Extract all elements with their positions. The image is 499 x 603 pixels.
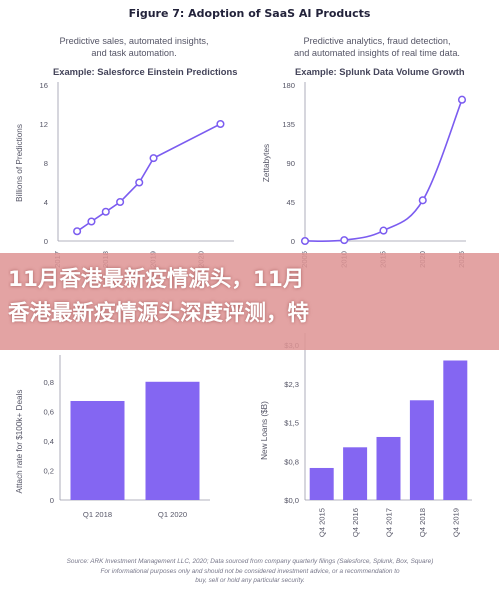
- einstein-y-tick-label: 12: [40, 120, 48, 129]
- splunk-data-point: [379, 226, 388, 235]
- loans-bar: [343, 447, 368, 500]
- einstein-y-tick-label: 16: [40, 81, 48, 90]
- splunk-line-chart: 0459013518020052010201520202025Zettabyte…: [262, 81, 467, 268]
- einstein-y-tick-label: 8: [44, 159, 48, 168]
- einstein-y-tick-label: 4: [44, 198, 48, 207]
- splunk-y-tick-label: 0: [291, 237, 295, 246]
- splunk-data-point: [418, 196, 427, 205]
- source-line1: Source: ARK Investment Management LLC, 2…: [66, 558, 434, 565]
- tl-description: Predictive sales, automated insights, an…: [20, 35, 248, 59]
- attach-x-tick-label: Q1 2020: [158, 510, 187, 519]
- banner-line2: 香港最新疫情源头深度评测，特: [8, 301, 310, 326]
- attach-y-tick-label: 0: [50, 496, 54, 505]
- loans-bar: [309, 467, 334, 500]
- attach-y-tick-label: 0,8: [43, 378, 54, 387]
- loans-y-tick-label: $2,3: [284, 380, 299, 389]
- einstein-y-tick-label: 0: [44, 237, 48, 246]
- einstein-data-point: [116, 197, 125, 207]
- attach-y-tick-label: 0,6: [43, 407, 54, 416]
- splunk-y-tick-label: 45: [287, 198, 295, 207]
- splunk-y-tick-label: 180: [282, 81, 295, 90]
- tr-example-title: Example: Splunk Data Volume Growth: [295, 66, 465, 77]
- loans-bar: [409, 400, 434, 500]
- splunk-data-point: [340, 236, 349, 245]
- tr-description: Predictive analytics, fraud detection, a…: [262, 35, 492, 59]
- tl-description-line2: and task automation.: [91, 48, 177, 58]
- loans-x-tick-label: Q4 2018: [418, 508, 427, 537]
- banner-line1: 11月香港最新疫情源头，11月: [8, 267, 305, 292]
- attach-x-tick-label: Q1 2018: [83, 510, 112, 519]
- splunk-series-line: [304, 99, 463, 242]
- loans-bar: [443, 360, 468, 500]
- einstein-data-point: [73, 227, 82, 236]
- tr-description-line1: Predictive analytics, fraud detection,: [303, 36, 451, 46]
- attach-y-tick-label: 0,2: [43, 466, 54, 475]
- loans-x-tick-label: Q4 2015: [318, 508, 327, 537]
- einstein-data-point: [101, 207, 110, 216]
- splunk-y-axis-label: Zettabytes: [262, 144, 271, 182]
- einstein-series-line: [76, 123, 221, 232]
- einstein-data-point: [216, 119, 225, 129]
- source-line3: buy, sell or hold any particular securit…: [195, 577, 305, 584]
- source-note: Source: ARK Investment Management LLC, 2…: [20, 557, 480, 586]
- einstein-data-point: [87, 217, 96, 226]
- loans-x-tick-label: Q4 2016: [351, 508, 360, 537]
- loans-x-tick-label: Q4 2017: [385, 508, 394, 537]
- loans-x-tick-label: Q4 2019: [451, 508, 460, 537]
- tl-description-line1: Predictive sales, automated insights,: [59, 36, 209, 46]
- overlay-banner-text: 11月香港最新疫情源头，11月 香港最新疫情源头深度评测，特: [8, 263, 496, 331]
- einstein-data-point: [149, 154, 158, 163]
- attach-y-axis-label: Attach rate for $100k+ Deals: [15, 390, 24, 494]
- tl-example-title: Example: Salesforce Einstein Predictions: [53, 66, 238, 77]
- splunk-y-tick-label: 90: [287, 159, 295, 168]
- loans-y-tick-label: $1,5: [284, 419, 299, 428]
- loans-y-tick-label: $0,0: [284, 496, 299, 505]
- tr-description-line2: and automated insights of real time data…: [294, 48, 460, 58]
- source-line2: For informational purposes only and shou…: [100, 567, 400, 575]
- loans-y-axis-label: New Loans ($B): [260, 401, 269, 460]
- einstein-data-point: [135, 178, 144, 187]
- attach-y-tick-label: 0,4: [43, 437, 54, 446]
- loans-y-tick-label: $0,8: [284, 457, 299, 466]
- overlay-banner: [0, 253, 499, 350]
- einstein-line-chart: 04812162017201820192020Billions of Predi…: [15, 81, 234, 268]
- attach-rate-bar-chart: 0 0,2 0,4 0,6 0,8 Q1 2018 Q1 2020 Attach rate f…: [15, 355, 210, 519]
- loans-bar: [376, 436, 401, 500]
- splunk-data-point: [457, 95, 467, 104]
- splunk-data-point: [300, 236, 310, 246]
- attach-bar: [145, 381, 200, 500]
- attach-bar: [70, 400, 125, 500]
- einstein-y-axis-label: Billions of Predictions: [15, 124, 24, 202]
- splunk-y-tick-label: 135: [282, 120, 295, 129]
- figure-title: Figure 7: Adoption of SaaS AI Products: [128, 7, 371, 20]
